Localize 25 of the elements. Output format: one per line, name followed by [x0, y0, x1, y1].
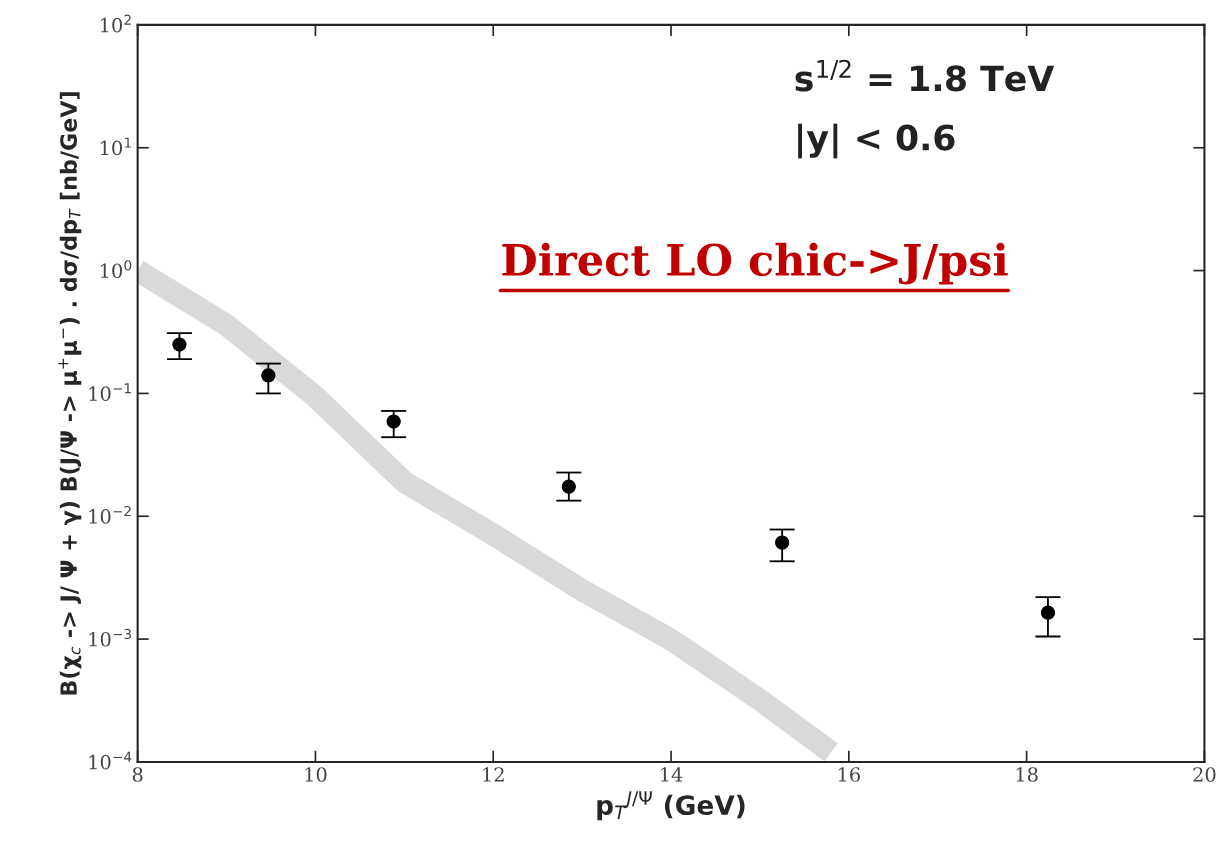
x-tick-label: 10: [305, 767, 327, 782]
x-tick-label: 12: [483, 767, 504, 782]
x-tick-label: 20: [1193, 767, 1216, 782]
annotation: Direct LO chic->J/psi: [502, 242, 1008, 285]
annotation: s$^{1/2}$ = 1.8 TeV: [795, 59, 1055, 92]
x-tick-label: 8: [132, 767, 143, 782]
x-tick-label: 16: [838, 767, 860, 782]
point: [261, 368, 276, 383]
point: [561, 479, 576, 494]
y-tick-label: 10$^{−4}$: [89, 751, 132, 770]
point: [1040, 605, 1056, 620]
y-tick-label: 10$^{−2}$: [89, 505, 131, 524]
text: B(χ$_{c}$ -> J/ Ψ + γ) B(J/Ψ -> μ$^{+}$μ$^{−}$) . dσ/dp$_{T}$ [nb/GeV]: [58, 92, 82, 695]
y-tick-label: 10$^{2}$: [100, 14, 131, 33]
x-axis-title: p$_{T}$$^{J/Ψ}$ (GeV): [597, 791, 745, 821]
annotation: |y| < 0.6: [798, 123, 955, 159]
x-tick-label: 18: [1016, 767, 1038, 782]
y-tick-label: 10$^{−3}$: [89, 628, 131, 647]
point: [775, 535, 790, 550]
x-tick-label: 14: [661, 767, 683, 782]
y-tick-label: 10$^{0}$: [100, 260, 132, 279]
point: [172, 337, 187, 352]
y-tick-label: 10$^{−1}$: [89, 383, 131, 401]
y-tick-label: 10$^{1}$: [100, 137, 131, 156]
point: [386, 414, 401, 429]
